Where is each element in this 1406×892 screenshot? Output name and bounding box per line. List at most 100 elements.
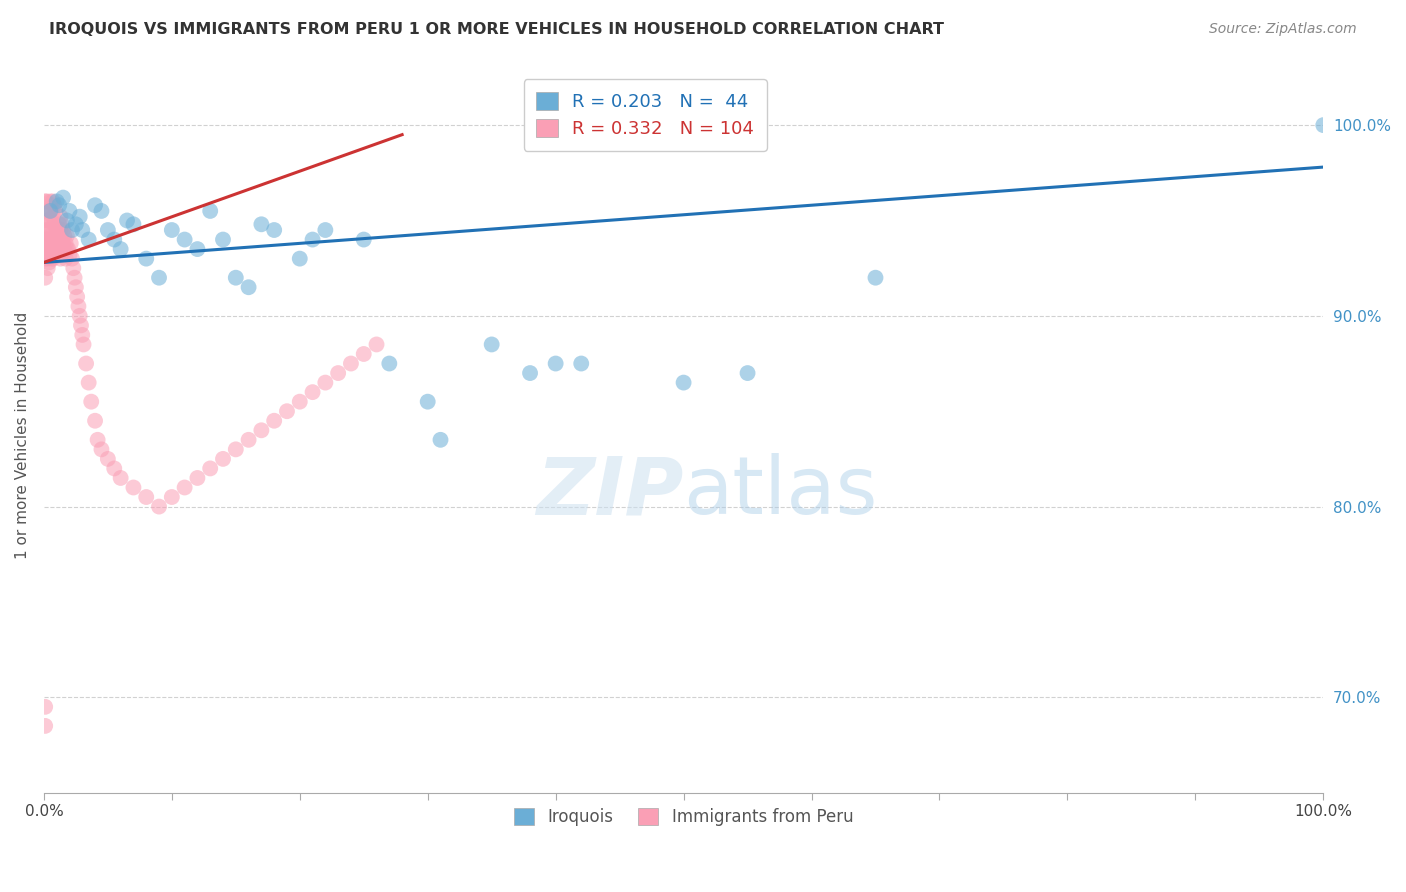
Point	[366, 337, 388, 351]
Point	[328, 366, 350, 380]
Point	[41, 240, 63, 254]
Point	[34, 719, 56, 733]
Point	[110, 242, 132, 256]
Point	[52, 191, 75, 205]
Point	[37, 261, 59, 276]
Point	[42, 198, 65, 212]
Point	[49, 252, 72, 266]
Point	[77, 233, 100, 247]
Point	[52, 223, 75, 237]
Point	[42, 210, 65, 224]
Point	[737, 366, 759, 380]
Point	[186, 471, 208, 485]
Point	[59, 236, 82, 251]
Point	[519, 366, 541, 380]
Point	[353, 233, 375, 247]
Point	[63, 270, 86, 285]
Point	[38, 203, 60, 218]
Point	[34, 194, 56, 209]
Point	[34, 270, 56, 285]
Point	[353, 347, 375, 361]
Point	[84, 198, 107, 212]
Point	[39, 203, 62, 218]
Point	[35, 194, 58, 209]
Point	[97, 451, 120, 466]
Point	[416, 394, 439, 409]
Point	[65, 280, 87, 294]
Point	[135, 490, 157, 504]
Point	[148, 270, 170, 285]
Point	[42, 233, 65, 247]
Point	[481, 337, 503, 351]
Point	[301, 385, 323, 400]
Text: ZIP: ZIP	[536, 453, 683, 532]
Point	[56, 242, 79, 256]
Point	[58, 242, 80, 256]
Point	[122, 481, 145, 495]
Point	[97, 223, 120, 237]
Point	[55, 252, 77, 266]
Point	[41, 223, 63, 237]
Point	[86, 433, 108, 447]
Point	[200, 461, 222, 475]
Point	[276, 404, 298, 418]
Point	[238, 280, 260, 294]
Point	[44, 228, 66, 243]
Point	[53, 242, 76, 256]
Point	[103, 461, 125, 475]
Point	[38, 233, 60, 247]
Point	[250, 217, 273, 231]
Point	[42, 194, 65, 209]
Point	[672, 376, 695, 390]
Point	[35, 233, 58, 247]
Point	[340, 357, 363, 371]
Point	[65, 217, 87, 231]
Point	[60, 252, 83, 266]
Point	[72, 223, 94, 237]
Point	[66, 290, 89, 304]
Text: Source: ZipAtlas.com: Source: ZipAtlas.com	[1209, 22, 1357, 37]
Point	[53, 228, 76, 243]
Point	[45, 236, 67, 251]
Point	[80, 394, 103, 409]
Text: IROQUOIS VS IMMIGRANTS FROM PERU 1 OR MORE VEHICLES IN HOUSEHOLD CORRELATION CHA: IROQUOIS VS IMMIGRANTS FROM PERU 1 OR MO…	[49, 22, 945, 37]
Point	[90, 442, 112, 457]
Point	[45, 236, 67, 251]
Point	[41, 252, 63, 266]
Point	[263, 414, 285, 428]
Point	[37, 213, 59, 227]
Point	[200, 203, 222, 218]
Point	[46, 248, 69, 262]
Legend: Iroquois, Immigrants from Peru: Iroquois, Immigrants from Peru	[506, 799, 862, 834]
Point	[69, 309, 91, 323]
Point	[378, 357, 401, 371]
Point	[48, 233, 70, 247]
Text: atlas: atlas	[683, 453, 877, 532]
Point	[77, 376, 100, 390]
Point	[37, 252, 59, 266]
Point	[103, 233, 125, 247]
Point	[160, 490, 183, 504]
Point	[212, 451, 235, 466]
Point	[42, 252, 65, 266]
Point	[45, 194, 67, 209]
Point	[72, 337, 94, 351]
Point	[51, 217, 73, 231]
Point	[173, 233, 195, 247]
Point	[58, 203, 80, 218]
Point	[70, 318, 93, 333]
Point	[35, 223, 58, 237]
Point	[60, 223, 83, 237]
Point	[314, 223, 336, 237]
Point	[37, 242, 59, 256]
Point	[173, 481, 195, 495]
Point	[37, 233, 59, 247]
Point	[84, 414, 107, 428]
Point	[58, 248, 80, 262]
Point	[46, 242, 69, 256]
Point	[51, 233, 73, 247]
Point	[75, 357, 97, 371]
Point	[110, 471, 132, 485]
Point	[46, 223, 69, 237]
Point	[544, 357, 567, 371]
